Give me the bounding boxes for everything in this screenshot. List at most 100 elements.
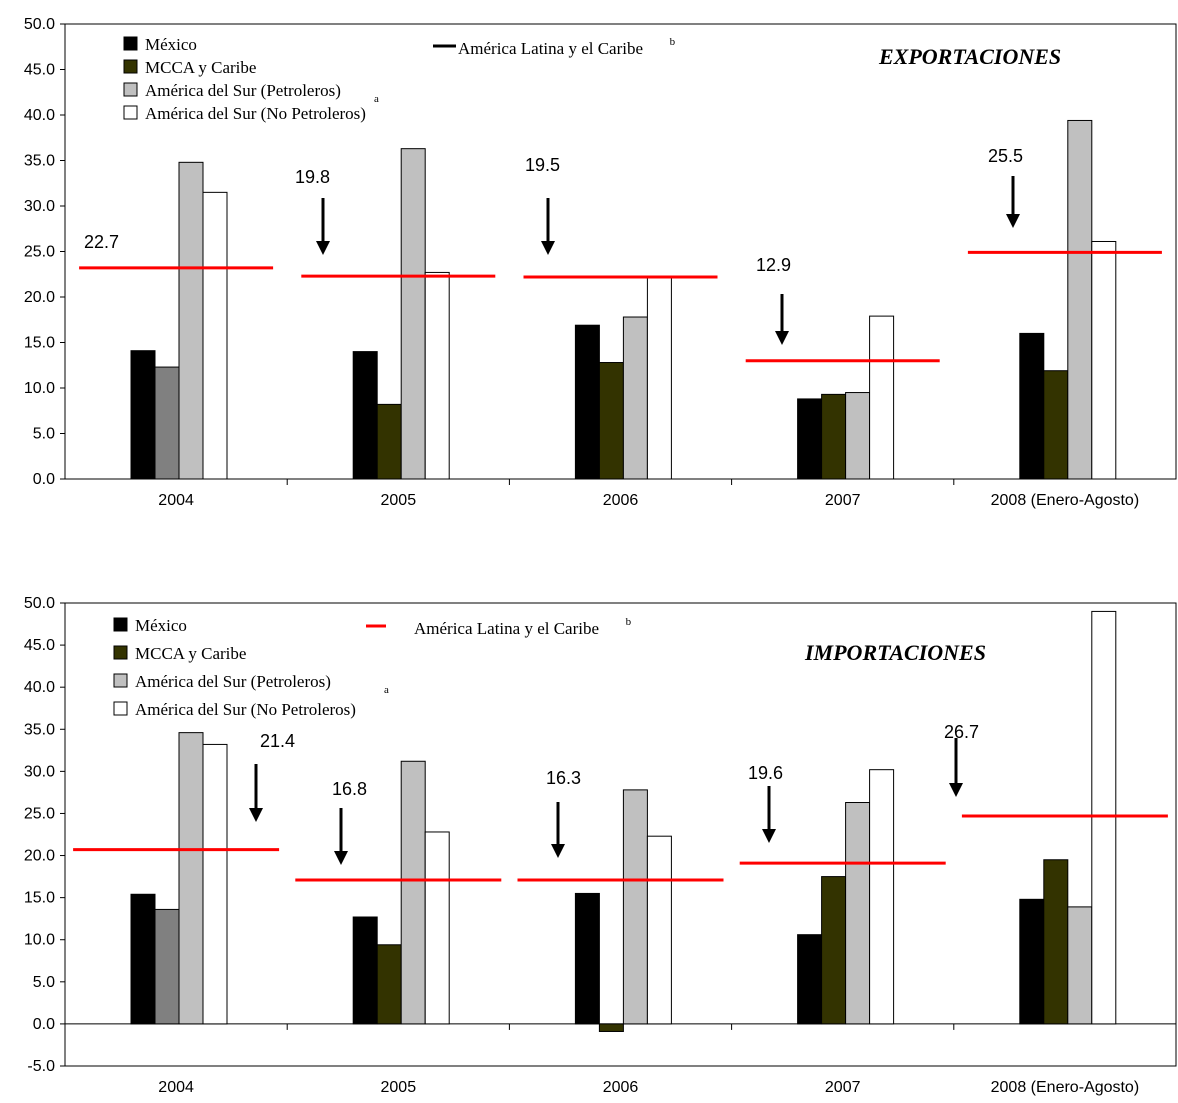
bar-2: [1067, 906, 1093, 1025]
y-tick-label: 25.0: [24, 244, 55, 261]
bar-3: [424, 831, 450, 1025]
bar-0: [797, 398, 823, 480]
bar-0: [1019, 332, 1045, 480]
y-tick-label: 40.0: [24, 679, 55, 696]
bar-3: [1091, 610, 1117, 1025]
x-tick-label: 2004: [158, 1079, 194, 1096]
legend-footnote-mark: a: [374, 93, 379, 105]
bar-2: [845, 392, 871, 480]
y-tick-label: 15.0: [24, 335, 55, 352]
down-arrow-icon: [1006, 176, 1020, 228]
bar-3: [646, 835, 672, 1025]
y-tick-label: 10.0: [24, 380, 55, 397]
legend-swatch-1: [113, 645, 128, 660]
plot-frame: [64, 602, 1177, 1067]
y-tick-label: 15.0: [24, 890, 55, 907]
legend-line-label: América Latina y el Caribe: [458, 39, 643, 58]
latam-value-label: 12.9: [756, 255, 791, 275]
y-tick-label: 45.0: [24, 637, 55, 654]
latam-value-label: 25.5: [988, 146, 1023, 166]
y-tick-label: 50.0: [24, 595, 55, 612]
bar-0: [352, 351, 378, 480]
legend-line-label: América Latina y el Caribe: [414, 619, 599, 638]
bar-1: [821, 393, 847, 480]
arrow-head: [249, 808, 263, 822]
y-tick-label: 35.0: [24, 721, 55, 738]
legend-label-2: América del Sur (Petroleros): [135, 672, 331, 691]
arrow-head: [334, 851, 348, 865]
y-tick-label: 30.0: [24, 763, 55, 780]
latam-value-label: 16.3: [546, 768, 581, 788]
bar-3: [424, 271, 450, 480]
legend: México MCCA y Caribe América del Sur (Petr…: [113, 616, 632, 719]
bar-1: [1043, 370, 1069, 480]
arrow-head: [949, 783, 963, 797]
chart-panel-2: -5.0 0.0 5.0 10.0 15.0 20.0 25.0 30.0 35.0 40.0 45…: [24, 595, 1177, 1096]
bar-0: [352, 916, 378, 1025]
bar-0: [574, 892, 600, 1025]
bar-2: [845, 802, 871, 1025]
x-tick-label: 2008 (Enero-Agosto): [991, 1079, 1140, 1096]
bar-1: [1043, 859, 1069, 1025]
legend-swatch-3: [113, 701, 128, 716]
bar-0: [1019, 898, 1045, 1025]
latam-value-label: 19.5: [525, 155, 560, 175]
latam-value-label: 26.7: [944, 722, 979, 742]
x-tick-label: 2005: [381, 1079, 417, 1096]
arrow-head: [775, 331, 789, 345]
y-tick-label: 40.0: [24, 107, 55, 124]
down-arrow-icon: [334, 808, 348, 865]
chart-title: IMPORTACIONES: [804, 640, 986, 665]
bar-2: [400, 760, 426, 1025]
latam-value-label: 19.6: [748, 763, 783, 783]
x-tick-label: 2005: [381, 492, 417, 509]
chart-title: EXPORTACIONES: [878, 44, 1061, 69]
x-tick-label: 2007: [825, 492, 861, 509]
legend-label-0: México: [135, 616, 187, 635]
bar-0: [130, 893, 156, 1025]
arrow-head: [551, 844, 565, 858]
y-tick-label: 25.0: [24, 805, 55, 822]
bar-3: [646, 275, 672, 480]
arrow-head: [541, 241, 555, 255]
y-tick-label: 20.0: [24, 289, 55, 306]
chart-panel-1: 0.0 5.0 10.0 15.0 20.0 25.0 30.0 35.0 40.0 45.0 50…: [24, 16, 1177, 509]
legend-label-2: América del Sur (Petroleros): [145, 81, 341, 100]
bar-2: [622, 789, 648, 1025]
x-tick-label: 2006: [603, 1079, 639, 1096]
bar-0: [130, 350, 156, 480]
legend-label-3: América del Sur (No Petroleros): [145, 104, 366, 123]
bar-3: [869, 315, 895, 480]
bar-1: [821, 876, 847, 1025]
y-tick-label: 0.0: [33, 1016, 55, 1033]
bar-3: [869, 769, 895, 1025]
bar-1: [598, 1023, 624, 1032]
legend: México MCCA y Caribe América del Sur (Petr…: [123, 35, 676, 123]
x-tick-label: 2008 (Enero-Agosto): [991, 492, 1140, 509]
latam-value-label: 19.8: [295, 167, 330, 187]
legend-swatch-2: [123, 82, 138, 97]
latam-value-label: 16.8: [332, 779, 367, 799]
y-tick-label: 50.0: [24, 16, 55, 33]
y-tick-label: 45.0: [24, 62, 55, 79]
bar-2: [178, 732, 204, 1025]
bar-1: [376, 403, 402, 480]
legend-footnote-mark: a: [384, 684, 389, 696]
bar-1: [154, 366, 180, 480]
bar-0: [574, 324, 600, 480]
bar-2: [1067, 119, 1093, 480]
y-tick-label: 10.0: [24, 932, 55, 949]
down-arrow-icon: [249, 764, 263, 822]
y-tick-label: 35.0: [24, 153, 55, 170]
y-tick-label: -5.0: [27, 1058, 55, 1075]
down-arrow-icon: [551, 802, 565, 858]
legend-footnote-mark: b: [626, 616, 632, 628]
y-tick-label: 5.0: [33, 426, 55, 443]
legend-label-1: MCCA y Caribe: [145, 58, 256, 77]
y-tick-label: 0.0: [33, 471, 55, 488]
latam-value-label: 22.7: [84, 232, 119, 252]
bar-2: [400, 148, 426, 480]
legend-swatch-2: [113, 673, 128, 688]
legend-label-0: México: [145, 35, 197, 54]
